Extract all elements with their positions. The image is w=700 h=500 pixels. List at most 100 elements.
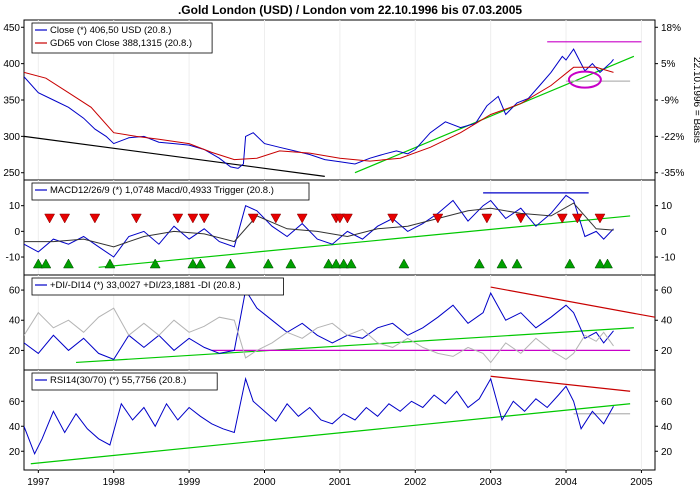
x-tick-label: 2004 (555, 477, 578, 488)
right-tick-label: -9% (661, 96, 679, 107)
sell-signal-triangle (515, 213, 527, 224)
sell-signal-triangle (341, 213, 353, 224)
sell-signal-triangle (198, 213, 210, 224)
right-tick-label: -10 (661, 253, 676, 264)
legend-box-rsi (31, 372, 218, 391)
left-tick-label: 350 (3, 96, 20, 107)
buy-signal-triangle (63, 258, 74, 269)
sell-signal-triangle (556, 213, 568, 224)
buy-signal-triangle (564, 258, 576, 269)
sell-signal-triangle (187, 213, 199, 224)
sell-signal-triangle (571, 213, 583, 224)
left-tick-label: 40 (9, 316, 21, 327)
left-tick-label: 250 (3, 168, 20, 179)
panel-macd: 10 0 -10 10 0 -10 MACD12/26/9 (*) 1,0748 Macd/… (6, 179, 676, 276)
sell-signal-triangle (387, 213, 399, 224)
buy-signal-triangle (323, 258, 334, 269)
highlight-ellipse (567, 70, 602, 89)
right-tick-label: 20 (661, 346, 673, 357)
legend-box-dmi (31, 277, 284, 296)
left-tick-label: 450 (3, 23, 20, 34)
trendline-price-0 (24, 135, 325, 177)
buy-signal-triangle (338, 258, 350, 269)
panel-content-price (24, 20, 642, 180)
panel-content-dmi (24, 275, 655, 370)
panel-price: 450 400 350 300 250 18% 5% -9% -22% -35% Close (*)… (3, 19, 684, 181)
buy-signal-triangle (345, 258, 357, 269)
buy-signal-triangle (194, 258, 206, 269)
sell-signal-triangle (481, 213, 493, 224)
buy-signal-triangle (398, 258, 410, 269)
sell-signal-triangle (432, 213, 444, 224)
right-tick-label: 5% (661, 59, 676, 70)
left-tick-label: 60 (9, 397, 21, 408)
panel-dmi: 60 40 20 60 40 20 +DI/-DI14 (*) 33,0027 +DI/23… (9, 274, 673, 371)
buy-signal-triangle (40, 258, 52, 269)
legend-label: +DI/-DI14 (*) 33,0027 +DI/23,1881 -DI (2… (50, 280, 241, 291)
trendline-price-1 (354, 55, 635, 174)
chart-title: .Gold London (USD) / London vom 22.10.19… (178, 3, 522, 17)
trendline-macd-0 (98, 215, 631, 268)
buy-signal-triangle (262, 258, 274, 269)
legend-box-price (31, 22, 213, 54)
buy-signal-triangle (104, 258, 116, 269)
x-tick-label: 1997 (27, 477, 50, 488)
x-tick-label: 2003 (480, 477, 503, 488)
left-tick-label: 300 (3, 132, 20, 143)
legend-label: GD65 von Close 388,1315 (20.8.) (50, 38, 192, 49)
legend-label: Close (*) 406,50 USD (20.8.) (50, 25, 171, 36)
left-tick-label: 0 (14, 227, 20, 238)
buy-signal-triangle (511, 258, 523, 269)
trendline-dmi-1 (490, 286, 655, 318)
series-line-GD65 (24, 66, 614, 162)
panel-content-rsi (24, 370, 642, 470)
sell-signal-triangle (296, 213, 308, 224)
buy-signal-triangle (32, 258, 44, 269)
series-line-RSI (24, 376, 614, 456)
buy-signal-triangle (602, 258, 613, 269)
trendline-rsi-0 (30, 403, 631, 465)
sell-signal-triangle (172, 213, 184, 224)
right-tick-label: 18% (661, 23, 681, 34)
buy-signal-triangle (496, 258, 508, 269)
left-tick-label: 40 (9, 422, 21, 433)
buy-signal-triangle (187, 258, 199, 269)
series-line-Trigger (24, 202, 614, 248)
trendline-dmi-0 (75, 327, 634, 364)
buy-signal-triangle (330, 258, 342, 269)
left-tick-label: 10 (9, 201, 21, 212)
buy-signal-triangle (594, 258, 606, 269)
sell-signal-triangle (270, 213, 282, 224)
sell-signal-triangle (247, 213, 259, 224)
sell-signal-triangle (334, 213, 346, 224)
sell-signal-triangle (594, 213, 606, 224)
x-tick-label: 2000 (253, 477, 276, 488)
right-tick-label: 20 (661, 447, 673, 458)
x-tick-label: 2002 (404, 477, 427, 488)
legend-label: MACD12/26/9 (*) 1,0748 Macd/0,4933 Trigg… (50, 185, 274, 196)
buy-signal-triangle (473, 258, 485, 269)
legend-box-macd (31, 182, 310, 201)
series-line-Macd (24, 194, 614, 258)
series-line-Close (24, 48, 614, 169)
series-line--DI (24, 307, 614, 364)
panel-content-macd (24, 180, 642, 275)
sell-signal-triangle (59, 213, 71, 224)
x-tick-label: 1998 (103, 477, 126, 488)
sell-signal-triangle (130, 213, 142, 224)
right-tick-label: -22% (661, 132, 684, 143)
left-tick-label: -10 (6, 253, 21, 264)
right-axis-label: 22.10.1996 = Basis (691, 57, 700, 143)
right-tick-label: 40 (661, 316, 673, 327)
right-tick-label: 0 (661, 227, 667, 238)
sell-signal-triangle (44, 213, 56, 224)
trendline-rsi-1 (490, 375, 631, 392)
right-tick-label: -35% (661, 168, 684, 179)
left-tick-label: 60 (9, 286, 21, 297)
x-tick-label: 2005 (630, 477, 653, 488)
buy-signal-triangle (285, 258, 297, 269)
right-tick-label: 60 (661, 286, 673, 297)
x-tick-label: 2001 (329, 477, 352, 488)
left-tick-label: 400 (3, 59, 20, 70)
